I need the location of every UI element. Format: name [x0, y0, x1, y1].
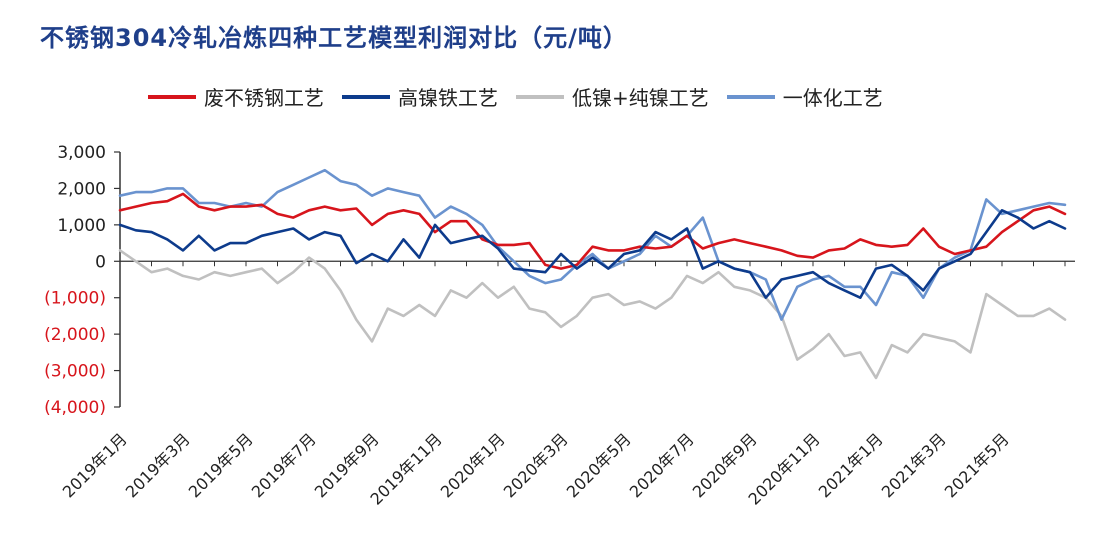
y-tick-label: (4,000) — [44, 398, 106, 418]
y-tick-label: 2,000 — [57, 179, 106, 199]
legend-label-high-nickel: 高镍铁工艺 — [398, 86, 498, 110]
legend-item-high-nickel: 高镍铁工艺 — [342, 82, 498, 111]
legend-label-integrated: 一体化工艺 — [782, 86, 883, 110]
series-line-1 — [118, 209, 1067, 300]
y-tick-label: 1,000 — [57, 216, 106, 236]
x-tick-label: 2021年1月 — [815, 429, 887, 501]
legend-label-scrap: 废不锈钢工艺 — [204, 86, 324, 110]
x-tick-label: 2020年3月 — [500, 429, 572, 501]
legend-swatch-scrap — [148, 94, 196, 99]
legend: 废不锈钢工艺 高镍铁工艺 低镍+纯镍工艺 一体化工艺 — [148, 82, 901, 111]
x-tick-label: 2021年5月 — [941, 429, 1013, 501]
y-tick-label: 0 — [95, 252, 106, 272]
legend-item-integrated: 一体化工艺 — [726, 82, 883, 111]
y-tick-label: 3,000 — [57, 143, 106, 163]
series-line-2 — [118, 249, 1067, 380]
chart-title: 不锈钢304冷轧冶炼四种工艺模型利润对比（元/吨） — [40, 24, 628, 52]
x-tick-label: 2019年5月 — [185, 429, 257, 501]
legend-swatch-low-nickel — [516, 94, 564, 99]
x-tick-label: 2020年5月 — [563, 429, 635, 501]
y-tick-label: (2,000) — [44, 325, 106, 345]
x-tick-label: 2019年1月 — [59, 429, 131, 501]
legend-label-low-nickel: 低镍+纯镍工艺 — [572, 86, 709, 110]
legend-item-scrap: 废不锈钢工艺 — [148, 82, 324, 111]
y-tick-label: (3,000) — [44, 362, 106, 382]
x-tick-label: 2020年7月 — [626, 429, 698, 501]
legend-swatch-high-nickel — [342, 94, 390, 99]
legend-item-low-nickel: 低镍+纯镍工艺 — [516, 82, 709, 111]
x-tick-label: 2019年7月 — [248, 429, 320, 501]
x-tick-label: 2021年3月 — [878, 429, 950, 501]
x-tick-label: 2019年3月 — [122, 429, 194, 501]
series-line-0 — [118, 192, 1067, 270]
legend-swatch-integrated — [726, 94, 775, 99]
y-tick-label: (1,000) — [44, 289, 106, 309]
x-tick-label: 2020年1月 — [437, 429, 509, 501]
